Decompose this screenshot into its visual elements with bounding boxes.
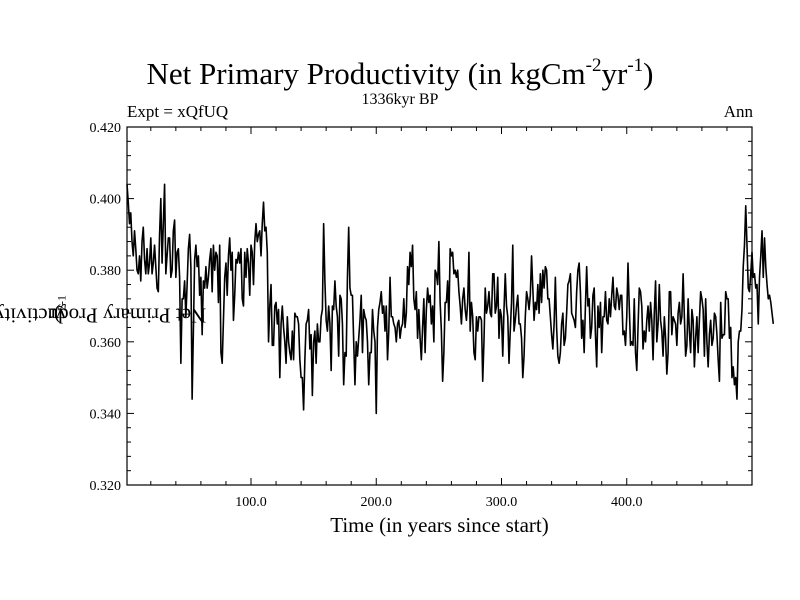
y-tick-label: 0.420 (90, 121, 122, 136)
ticks-layer: 0.320 0.340 0.360 0.380 0.400 0.420 100.0 200.0… (90, 121, 753, 510)
y-tick-label: 0.360 (90, 336, 122, 351)
y-tick-label: 0.340 (90, 407, 122, 422)
y-tick-label: 0.400 (90, 193, 122, 208)
y-tick-label: 0.380 (90, 264, 122, 279)
plot-area: 0.320 0.340 0.360 0.380 0.400 0.420 100.0 200.0… (0, 0, 800, 600)
x-tick-label: 200.0 (360, 495, 392, 510)
x-tick-label: 400.0 (611, 495, 643, 510)
x-tick-label: 300.0 (486, 495, 518, 510)
y-tick-label: 0.320 (90, 479, 122, 494)
x-tick-label: 100.0 (235, 495, 267, 510)
series-line-npp (127, 184, 773, 413)
series-layer (127, 184, 773, 413)
